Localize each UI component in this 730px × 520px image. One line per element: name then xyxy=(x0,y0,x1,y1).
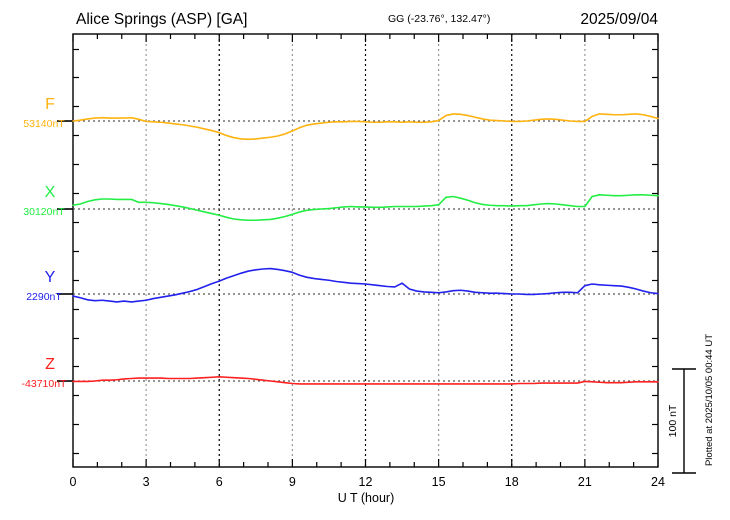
plotted-timestamp: Plotted at 2025/10/05 00:44 UT xyxy=(704,334,715,466)
scale-bar xyxy=(672,368,696,474)
observation-date: 2025/09/04 xyxy=(580,11,658,28)
component-baselines xyxy=(57,120,658,382)
component-value-y: 2290nT xyxy=(26,291,62,303)
scale-bar-label: 100 nT xyxy=(667,404,679,437)
trace-f xyxy=(72,113,659,141)
axis-ticks xyxy=(72,34,659,467)
x-tick-label: 21 xyxy=(578,475,592,489)
component-labels: F 53140nT X 30120nT Y 2290nT Z -43710nT xyxy=(22,96,68,390)
x-tick-label: 3 xyxy=(143,475,150,489)
x-tick-label: 6 xyxy=(216,475,223,489)
component-value-z: -43710nT xyxy=(22,378,68,390)
x-tick-label: 18 xyxy=(505,475,519,489)
trace-y xyxy=(72,267,659,303)
trace-z xyxy=(72,376,659,385)
component-value-f: 53140nT xyxy=(23,118,65,130)
component-value-x: 30120nT xyxy=(23,206,65,218)
x-tick-label: 0 xyxy=(70,475,77,489)
x-tick-label: 12 xyxy=(359,475,373,489)
component-letter-z: Z xyxy=(45,356,55,373)
page-title: Alice Springs (ASP) [GA] xyxy=(76,11,247,28)
component-traces xyxy=(72,113,659,385)
x-axis-tick-labels: 0 3 6 9 12 15 18 21 24 xyxy=(70,475,665,489)
x-tick-label: 9 xyxy=(289,475,296,489)
x-axis-title: U T (hour) xyxy=(338,491,395,505)
trace-x xyxy=(72,194,659,222)
component-letter-y: Y xyxy=(45,269,56,286)
vertical-gridlines xyxy=(145,34,586,467)
x-tick-label: 24 xyxy=(651,475,665,489)
x-tick-label: 15 xyxy=(432,475,446,489)
station-coordinates: GG (-23.76°, 132.47°) xyxy=(388,13,490,25)
component-letter-f: F xyxy=(45,96,55,113)
component-letter-x: X xyxy=(45,184,56,201)
